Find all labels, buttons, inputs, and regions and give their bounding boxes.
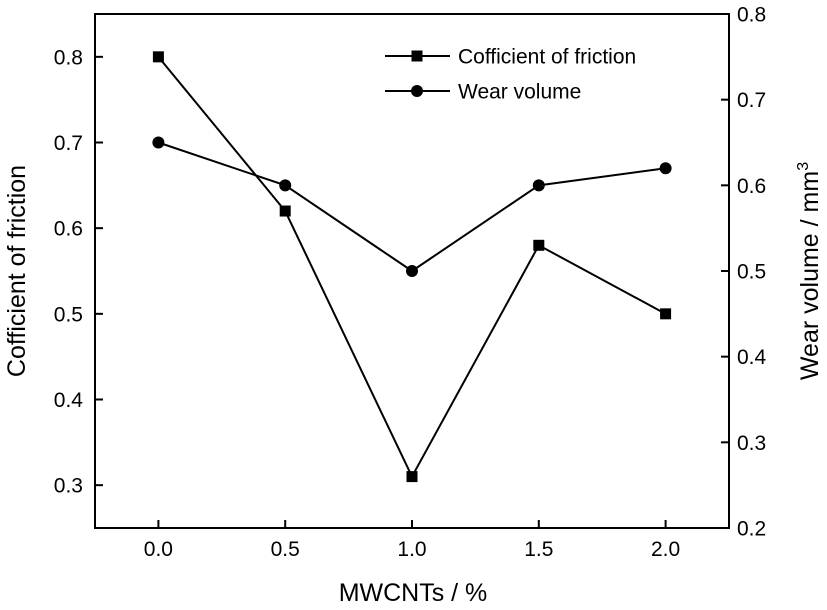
y-right-tick-label: 0.7 [737, 89, 766, 112]
legend: Cofficient of friction Wear volume [385, 46, 636, 104]
y-right-tick-label: 0.5 [737, 261, 766, 284]
friction-point-1 [279, 205, 291, 217]
wear-point-2 [406, 265, 418, 277]
series-layer [152, 51, 672, 483]
friction-point-0 [152, 51, 164, 63]
y-axis-left-title: Cofficient of friction [3, 165, 31, 377]
y-right-tick-label: 0.3 [737, 432, 766, 455]
wear-point-1 [279, 179, 292, 192]
y-right-tick-label: 0.8 [737, 4, 766, 27]
y-left-tick-label: 0.5 [54, 303, 83, 326]
y-right-tick-label: 0.4 [737, 346, 767, 369]
x-tick-label: 2.0 [651, 538, 680, 561]
y-left-tick-label: 0.6 [54, 218, 83, 241]
friction-point-3 [533, 239, 545, 251]
x-tick-label: 0.0 [144, 538, 173, 561]
y-left-tick-label: 0.8 [54, 46, 83, 69]
legend-marker-circle [411, 85, 423, 97]
series-line-wear [158, 141, 666, 273]
y-left-tick-label: 0.7 [54, 132, 83, 155]
wear-point-4 [659, 162, 672, 175]
wear-point-0 [152, 136, 165, 149]
y-left-tick-label: 0.3 [54, 475, 83, 498]
legend-label-friction: Cofficient of friction [458, 46, 636, 69]
x-tick-label: 0.5 [271, 538, 300, 561]
friction-point-4 [660, 308, 672, 320]
legend-entry-wear: Wear volume [385, 81, 581, 104]
y-axis-right-title: Wear volume / mm3 [795, 162, 824, 380]
y-right-tick-label: 0.6 [737, 175, 766, 198]
y-left-tick-label: 0.4 [54, 389, 84, 412]
legend-entry-friction: Cofficient of friction [385, 46, 636, 69]
x-tick-label: 1.0 [397, 538, 426, 561]
legend-marker-square [411, 50, 423, 62]
friction-point-2 [406, 471, 418, 483]
y-axis-right-title-main: Wear volume / mm [796, 171, 824, 380]
legend-label-wear: Wear volume [458, 81, 581, 104]
wear-point-3 [532, 179, 545, 192]
y-right-tick-label: 0.2 [737, 518, 766, 541]
x-tick-label: 1.5 [524, 538, 553, 561]
ticks-layer: 0.0 0.5 1.0 1.5 2.0 0.3 0.4 0.5 0.6 0.7 0.8 0.2 0.3 0… [54, 4, 767, 562]
y-axis-right-title-superscript: 3 [795, 162, 812, 171]
x-axis-title: MWCNTs / % [339, 579, 488, 607]
